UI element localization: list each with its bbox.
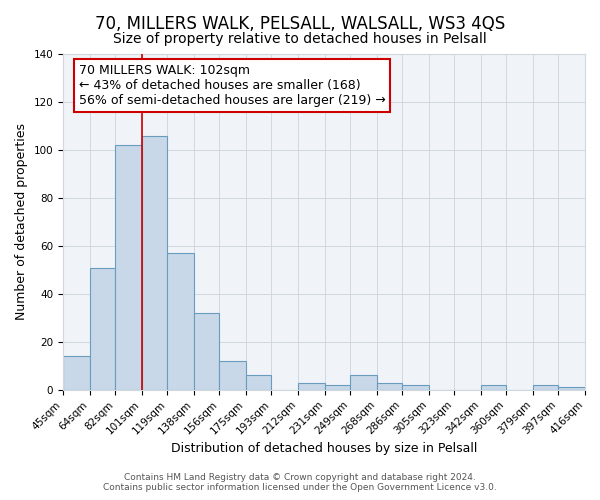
Bar [219, 361, 246, 390]
Bar [246, 376, 271, 390]
Bar [142, 136, 167, 390]
Bar [90, 268, 115, 390]
Bar [167, 253, 194, 390]
Bar [533, 385, 558, 390]
Text: 70, MILLERS WALK, PELSALL, WALSALL, WS3 4QS: 70, MILLERS WALK, PELSALL, WALSALL, WS3 … [95, 15, 505, 33]
Text: Contains HM Land Registry data © Crown copyright and database right 2024.
Contai: Contains HM Land Registry data © Crown c… [103, 473, 497, 492]
Text: 70 MILLERS WALK: 102sqm
← 43% of detached houses are smaller (168)
56% of semi-d: 70 MILLERS WALK: 102sqm ← 43% of detache… [79, 64, 385, 107]
Bar [63, 356, 90, 390]
Bar [402, 385, 429, 390]
Y-axis label: Number of detached properties: Number of detached properties [15, 124, 28, 320]
Bar [115, 145, 142, 390]
X-axis label: Distribution of detached houses by size in Pelsall: Distribution of detached houses by size … [171, 442, 477, 455]
Bar [350, 376, 377, 390]
Bar [298, 382, 325, 390]
Bar [194, 313, 219, 390]
Bar [325, 385, 350, 390]
Bar [558, 388, 585, 390]
Bar [377, 382, 402, 390]
Bar [481, 385, 506, 390]
Text: Size of property relative to detached houses in Pelsall: Size of property relative to detached ho… [113, 32, 487, 46]
